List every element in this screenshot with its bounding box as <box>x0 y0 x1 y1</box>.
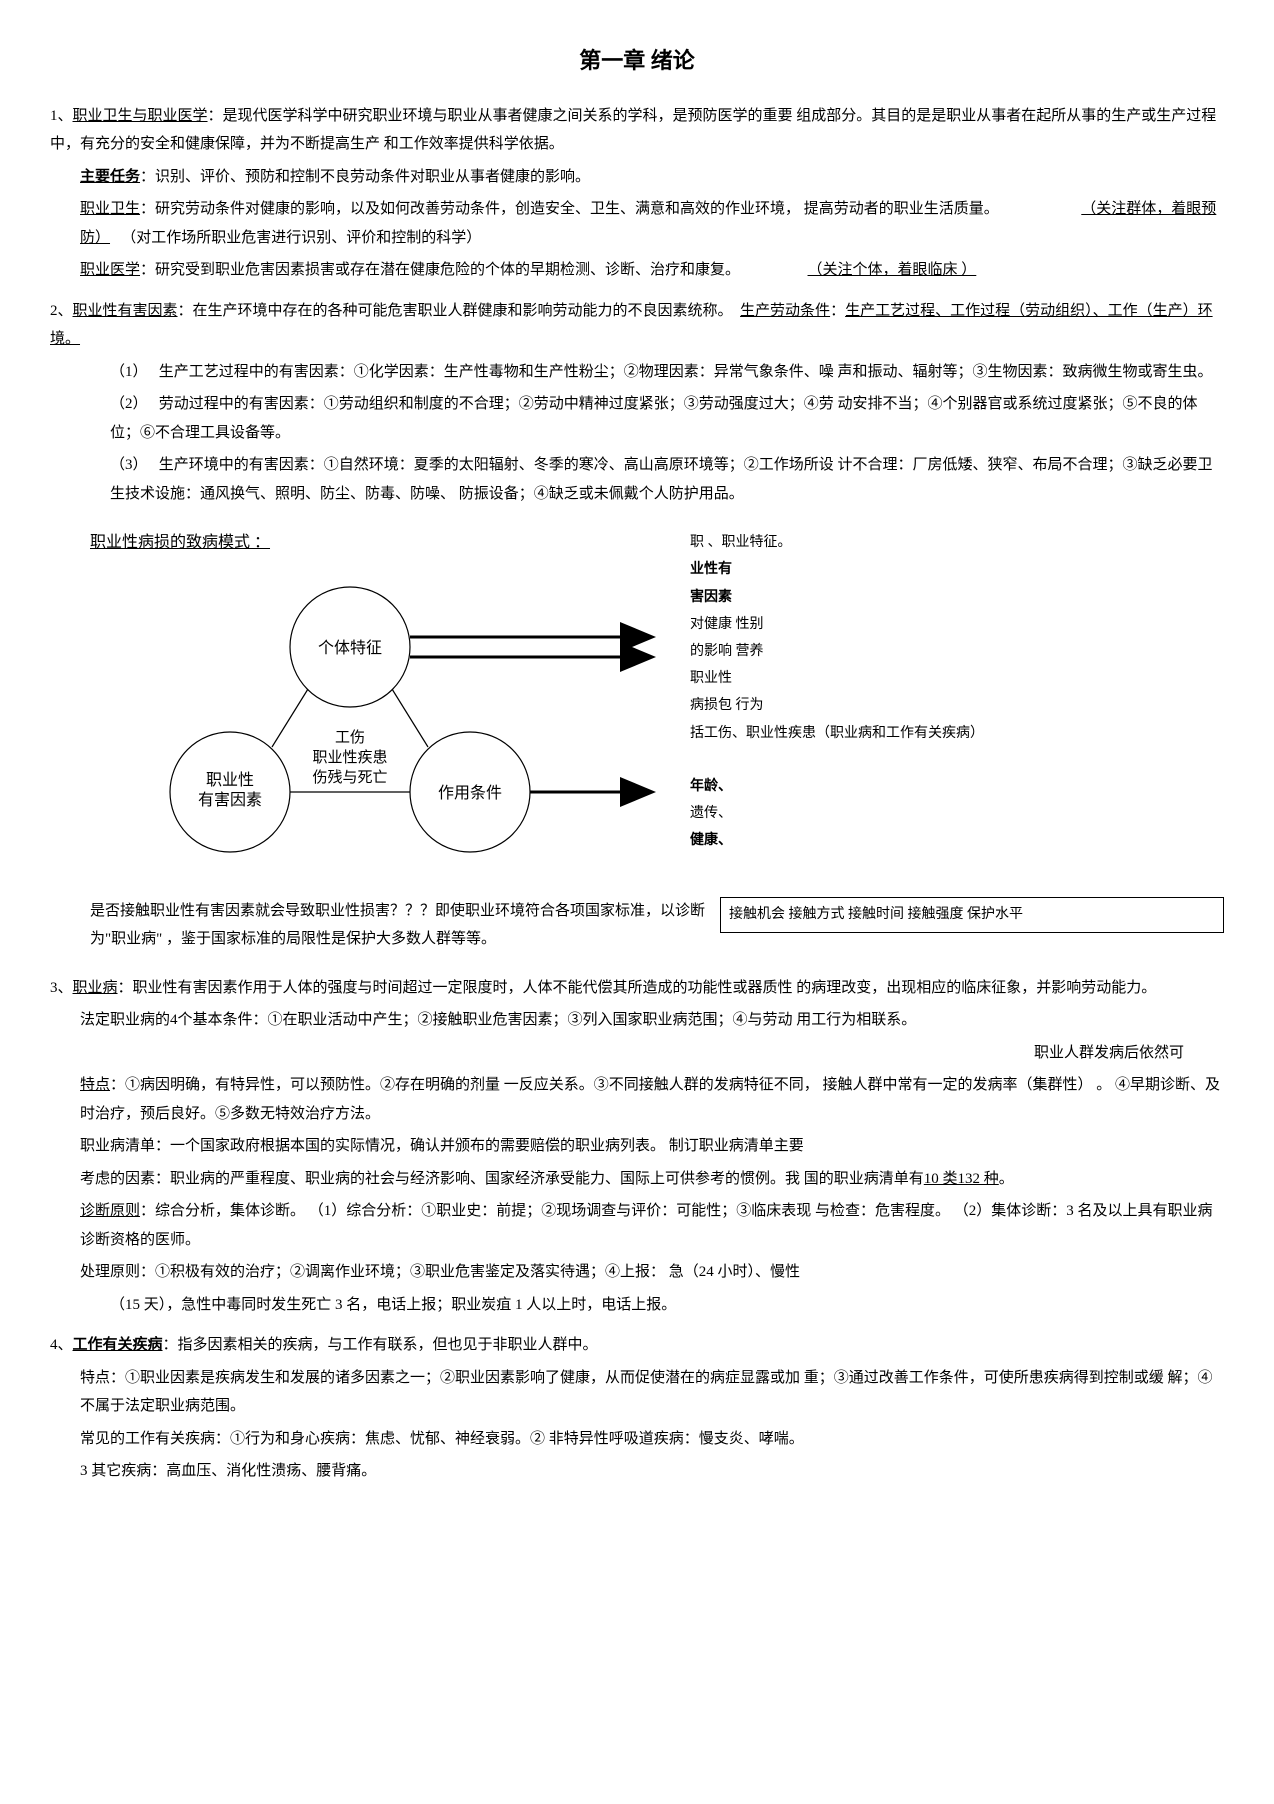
r2: 业性有 <box>690 557 1224 582</box>
section-4: 4、工作有关疾病：指多因素相关的疾病，与工作有联系，但也见于非职业人群中。 特点… <box>50 1331 1224 1486</box>
s3-list-count: 10 类132 种 <box>924 1171 999 1187</box>
center-l1: 工伤 <box>335 729 365 746</box>
s2-p2-num: （2） <box>110 396 148 412</box>
s3-handle-text2: （15 天），急性中毒同时发生死亡 3 名，电话上报；职业炭疽 1 人以上时，电… <box>50 1291 1224 1320</box>
s2-text1: ：在生产环境中存在的各种可能危害职业人群健康和影响劳动能力的不良因素统称。 <box>178 303 733 319</box>
s1-task-text: ：识别、评价、预防和控制不良劳动条件对职业从事者健康的影响。 <box>140 169 590 185</box>
s3-heading: 职业病 <box>73 980 118 996</box>
s3-list-text2: 考虑的因素：职业病的严重程度、职业病的社会与经济影响、国家经济承受能力、国际上可… <box>80 1171 924 1187</box>
s2-p3-num: （3） <box>110 457 148 473</box>
s1-heading: 职业卫生与职业医学 <box>73 108 208 124</box>
r10: 遗传、 <box>690 801 1224 826</box>
s3-pop-line: 职业人群发病后依然可 <box>50 1039 1224 1068</box>
diagram-note-row: 是否接触职业性有害因素就会导致职业性损害？？？即使职业环境符合各项国家标准，以诊… <box>50 897 1224 954</box>
s4-other: 3 其它疾病：高血压、消化性溃疡、腰背痛。 <box>50 1457 1224 1486</box>
s1-hygiene-text: ：研究劳动条件对健康的影响，以及如何改善劳动条件，创造安全、卫生、满意和高效的作… <box>140 201 999 217</box>
center-l3: 伤残与死亡 <box>312 769 387 786</box>
s4-feat: 特点：①职业因素是疾病发生和发展的诸多因素之一；②职业因素影响了健康，从而促使潜… <box>50 1364 1224 1421</box>
diagram-right-text: 职 、职业特征。 业性有 害因素 对健康 性别 的影响 营养 职业性 病损包 行… <box>670 528 1224 855</box>
section-2: 2、职业性有害因素：在生产环境中存在的各种可能危害职业人群健康和影响劳动能力的不… <box>50 297 1224 509</box>
diagram-block: 职业性病损的致病模式 ： 个体特征 职业性 有害因素 作用条件 工伤 职业性疾患… <box>50 528 1224 876</box>
s4-common: 常见的工作有关疾病：①行为和身心疾病：焦虑、忧郁、神经衰弱。② 非特异性呼吸道疾… <box>50 1425 1224 1454</box>
s1-num: 1、 <box>50 108 73 124</box>
s2-p1-text: 生产工艺过程中的有害因素：①化学因素：生产性毒物和生产性粉尘；②物理因素：异常气… <box>159 364 1213 380</box>
s3-cond4: 法定职业病的4个基本条件：①在职业活动中产生；②接触职业危害因素；③列入国家职业… <box>50 1006 1224 1035</box>
s2-cond-label: 生产劳动条件 <box>740 303 830 319</box>
r4: 对健康 性别 <box>690 612 1224 637</box>
s1-med-paren: （关注个体，着眼临床 ） <box>808 262 977 278</box>
s2-num: 2、 <box>50 303 73 319</box>
r3: 害因素 <box>690 585 1224 610</box>
s4-num: 4、 <box>50 1337 73 1353</box>
diagram-note-right-box: 接触机会 接触方式 接触时间 接触强度 保护水平 <box>720 897 1224 933</box>
s2-p1-num: （1） <box>110 364 148 380</box>
s1-hygiene-label: 职业卫生 <box>80 201 140 217</box>
s2-p2-text: 劳动过程中的有害因素：①劳动组织和制度的不合理；②劳动中精神过度紧张；③劳动强度… <box>110 396 1198 441</box>
s2-p3-text: 生产环境中的有害因素：①自然环境：夏季的太阳辐射、冬季的寒冷、高山高原环境等；②… <box>110 457 1213 502</box>
r5: 的影响 营养 <box>690 639 1224 664</box>
s3-handle-text: 处理原则：①积极有效的治疗；②调离作业环境；③职业危害鉴定及落实待遇；④上报： … <box>50 1258 1224 1287</box>
s3-diag-label: 诊断原则 <box>80 1203 140 1219</box>
center-l2: 职业性疾患 <box>312 749 387 766</box>
s1-text1: ：是现代医学科学中研究职业环境与职业从事者健康之间关系的学科，是预防医学的重要 … <box>50 108 1216 153</box>
s1-task-label: 主要任务 <box>80 169 140 185</box>
s4-text1: ：指多因素相关的疾病，与工作有联系，但也见于非职业人群中。 <box>163 1337 598 1353</box>
s2-heading: 职业性有害因素 <box>73 303 178 319</box>
s1-med-label: 职业医学 <box>80 262 140 278</box>
s1-med-text: ：研究受到职业危害因素损害或存在潜在健康危险的个体的早期检测、诊断、治疗和康复。 <box>140 262 740 278</box>
r11: 健康、 <box>690 828 1224 853</box>
diagram-caption: 职业性病损的致病模式 ： <box>90 528 270 558</box>
s4-heading: 工作有关疾病 <box>73 1337 163 1353</box>
s3-list-after: 。 <box>999 1171 1014 1187</box>
node-left-l2: 有害因素 <box>198 791 262 809</box>
r8: 括工伤、职业性疾患（职业病和工作有关疾病） <box>690 721 1224 746</box>
section-3: 3、职业病：职业性有害因素作用于人体的强度与时间超过一定限度时，人体不能代偿其所… <box>50 974 1224 1320</box>
s1-hygiene-paren-after: （对工作场所职业危害进行识别、评价和控制的科学） <box>121 230 481 246</box>
pathogenesis-diagram: 个体特征 职业性 有害因素 作用条件 工伤 职业性疾患 伤残与死亡 <box>50 567 670 877</box>
s3-num: 3、 <box>50 980 73 996</box>
page-title: 第一章 绪论 <box>50 40 1224 82</box>
s3-feat-text: ：①病因明确，有特异性，可以预防性。②存在明确的剂量 一反应关系。③不同接触人群… <box>80 1077 1220 1122</box>
s3-feat-label: 特点 <box>80 1077 110 1093</box>
node-top-label: 个体特征 <box>318 639 382 657</box>
s3-list-label: 职业病清单：一个国家政府根据本国的实际情况，确认并颁布的需要赔偿的职业病列表。 … <box>50 1132 1224 1161</box>
s3-text1: ：职业性有害因素作用于人体的强度与时间超过一定限度时，人体不能代偿其所造成的功能… <box>118 980 1157 996</box>
section-1: 1、职业卫生与职业医学：是现代医学科学中研究职业环境与职业从事者健康之间关系的学… <box>50 102 1224 285</box>
r9: 年龄、 <box>690 774 1224 799</box>
diagram-note-left: 是否接触职业性有害因素就会导致职业性损害？？？即使职业环境符合各项国家标准，以诊… <box>50 897 720 954</box>
r1: 职 、职业特征。 <box>690 530 1224 555</box>
s2-cond-pre: ： <box>830 303 845 319</box>
r6: 职业性 <box>690 666 1224 691</box>
r7: 病损包 行为 <box>690 693 1224 718</box>
node-left-l1: 职业性 <box>206 771 254 789</box>
s3-diag-text: ：综合分析，集体诊断。 （1）综合分析：①职业史：前提；②现场调查与评价：可能性… <box>80 1203 1213 1248</box>
node-right-label: 作用条件 <box>438 784 502 802</box>
